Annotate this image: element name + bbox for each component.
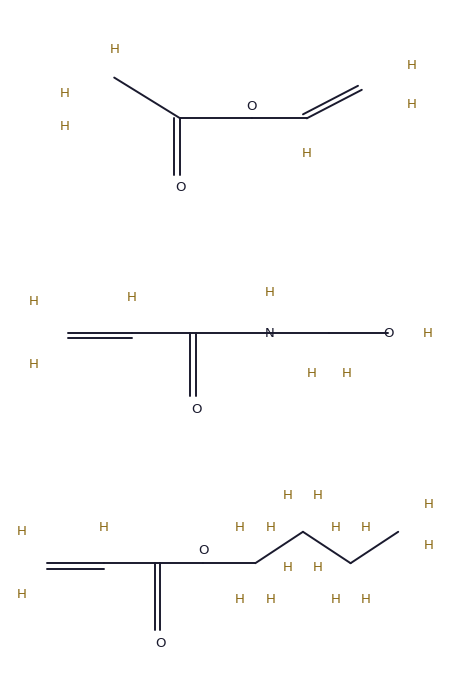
Text: H: H [330,592,340,605]
Text: H: H [302,146,312,159]
Text: H: H [266,521,276,534]
Text: H: H [235,592,245,605]
Text: H: H [361,521,371,534]
Text: H: H [109,42,119,55]
Text: O: O [247,100,257,113]
Text: H: H [361,592,371,605]
Text: H: H [313,490,323,503]
Text: H: H [99,521,109,534]
Text: H: H [283,490,293,503]
Text: H: H [423,326,433,339]
Text: H: H [60,120,69,133]
Text: H: H [424,499,434,512]
Text: N: N [265,326,275,339]
Text: H: H [341,367,351,380]
Text: H: H [313,561,323,574]
Text: O: O [175,181,186,194]
Text: H: H [424,539,434,552]
Text: O: O [191,403,201,416]
Text: H: H [17,525,27,538]
Text: H: H [330,521,340,534]
Text: O: O [198,544,208,557]
Text: H: H [29,358,39,371]
Text: H: H [283,561,293,574]
Text: H: H [235,521,245,534]
Text: H: H [17,588,27,601]
Text: H: H [29,295,39,308]
Text: H: H [127,291,137,304]
Text: O: O [155,637,165,650]
Text: H: H [407,98,416,111]
Text: H: H [307,367,317,380]
Text: H: H [407,59,416,72]
Text: H: H [265,286,275,299]
Text: O: O [383,326,393,339]
Text: H: H [60,88,69,101]
Text: H: H [266,592,276,605]
